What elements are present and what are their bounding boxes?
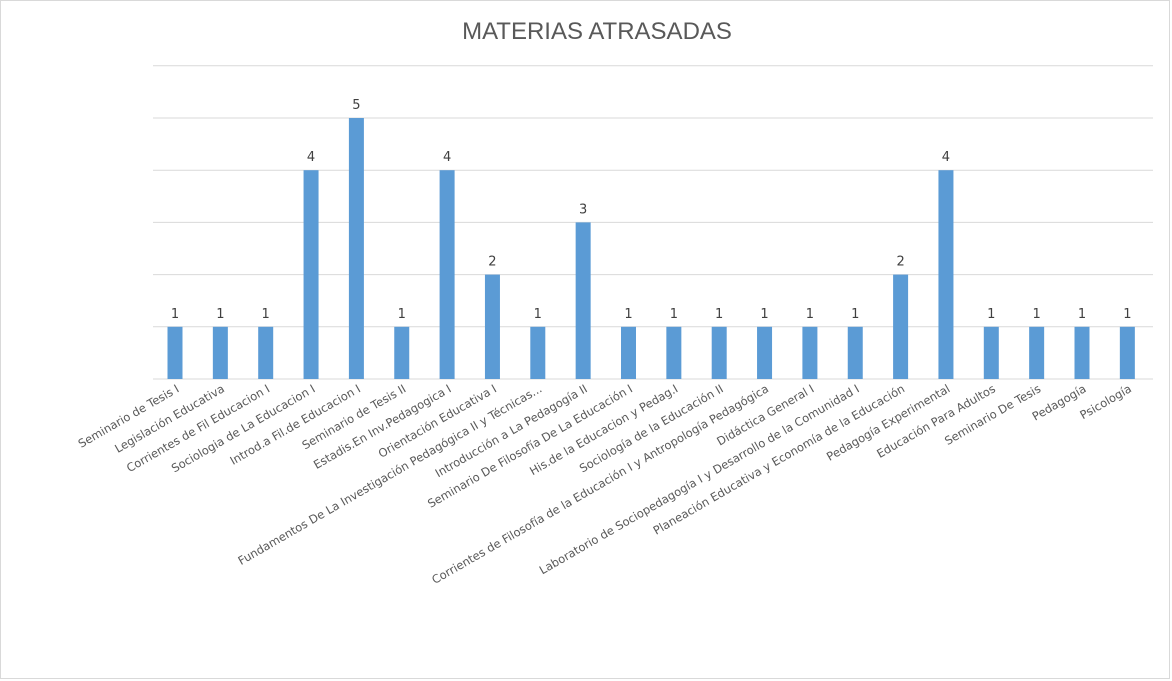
bar <box>938 170 954 379</box>
category-label: Psicología <box>1077 381 1133 422</box>
data-label: 1 <box>670 307 678 322</box>
data-label: 1 <box>1123 307 1131 322</box>
bar <box>484 274 500 379</box>
bar <box>1074 326 1090 379</box>
data-label: 1 <box>851 307 859 322</box>
data-labels: 1 1 1 4 5 1 4 2 1 3 1 1 1 1 1 1 2 4 1 1 1 1 <box>171 98 1132 322</box>
bar <box>530 326 546 379</box>
data-label: 1 <box>1033 307 1041 322</box>
data-label: 1 <box>1078 307 1086 322</box>
data-label: 1 <box>534 307 542 322</box>
bar <box>303 170 319 379</box>
bar <box>757 326 773 379</box>
data-label: 1 <box>262 307 270 322</box>
bar <box>1119 326 1135 379</box>
bar <box>983 326 999 379</box>
data-label: 4 <box>307 150 315 165</box>
bar <box>348 118 364 379</box>
data-label: 1 <box>171 307 179 322</box>
data-label: 5 <box>352 98 360 113</box>
bar <box>258 326 274 379</box>
bar <box>1029 326 1045 379</box>
data-label: 2 <box>896 255 904 270</box>
bar <box>621 326 636 379</box>
data-label: 1 <box>987 307 995 322</box>
data-label: 3 <box>579 202 587 217</box>
data-label: 2 <box>488 255 496 270</box>
bars <box>167 118 1135 379</box>
bar <box>711 326 727 379</box>
bar <box>893 274 909 379</box>
data-label: 1 <box>624 307 632 322</box>
data-label: 1 <box>398 307 406 322</box>
data-label: 1 <box>806 307 814 322</box>
bar <box>666 326 682 379</box>
bar <box>575 222 591 379</box>
data-label: 4 <box>443 150 451 165</box>
bar <box>439 170 455 379</box>
bar <box>394 326 410 379</box>
data-label: 1 <box>760 307 768 322</box>
data-label: 1 <box>216 307 224 322</box>
bar <box>847 326 863 379</box>
gridlines <box>153 65 1153 380</box>
bar <box>167 326 183 379</box>
data-label: 1 <box>715 307 723 322</box>
bar <box>212 326 228 379</box>
bar <box>802 326 818 379</box>
data-label: 4 <box>942 150 950 165</box>
chart-title: MATERIAS ATRASADAS <box>462 18 732 45</box>
